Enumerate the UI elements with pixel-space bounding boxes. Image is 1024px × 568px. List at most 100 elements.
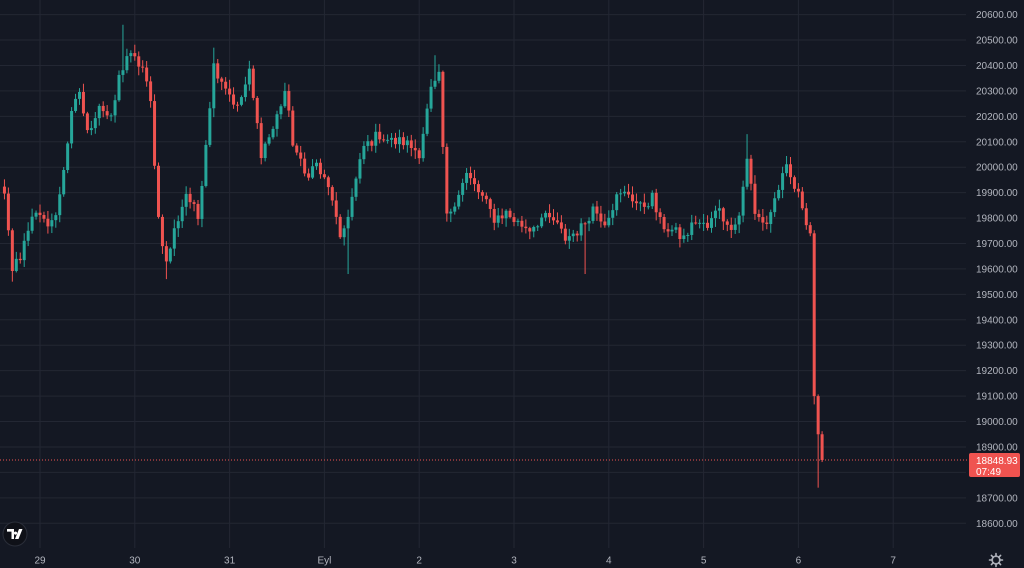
candle[interactable] <box>204 140 208 188</box>
candle[interactable] <box>101 101 105 118</box>
candle[interactable] <box>496 207 500 228</box>
candle[interactable] <box>299 145 303 167</box>
candle[interactable] <box>346 209 350 275</box>
candle[interactable] <box>89 120 93 136</box>
candle[interactable] <box>370 139 374 152</box>
candle[interactable] <box>208 101 212 148</box>
candle[interactable] <box>804 202 808 230</box>
candle[interactable] <box>769 209 773 233</box>
candle[interactable] <box>441 70 445 154</box>
candle[interactable] <box>785 155 789 177</box>
candle[interactable] <box>287 84 291 118</box>
candle[interactable] <box>694 215 698 225</box>
candle[interactable] <box>508 208 512 219</box>
candle[interactable] <box>267 134 271 146</box>
candle[interactable] <box>62 167 66 197</box>
candle[interactable] <box>74 93 78 113</box>
candle[interactable] <box>457 190 461 210</box>
candle[interactable] <box>157 162 160 219</box>
candle[interactable] <box>326 175 330 196</box>
candle[interactable] <box>145 61 149 87</box>
candle[interactable] <box>117 70 121 102</box>
candle[interactable] <box>792 175 796 193</box>
candle[interactable] <box>623 185 627 197</box>
candle[interactable] <box>6 187 10 236</box>
candle[interactable] <box>10 228 14 282</box>
candle[interactable] <box>311 159 315 180</box>
candle[interactable] <box>81 83 85 117</box>
candle[interactable] <box>54 212 58 228</box>
candle[interactable] <box>686 232 690 242</box>
candle[interactable] <box>164 241 168 280</box>
candle[interactable] <box>591 203 595 224</box>
candle[interactable] <box>354 176 358 201</box>
candle[interactable] <box>737 212 741 234</box>
candle[interactable] <box>532 225 536 238</box>
candle[interactable] <box>85 111 89 134</box>
candle[interactable] <box>706 215 710 231</box>
candles[interactable] <box>2 24 824 488</box>
candle[interactable] <box>14 251 18 273</box>
candle[interactable] <box>303 152 307 177</box>
candle[interactable] <box>236 101 239 112</box>
candle[interactable] <box>172 219 176 256</box>
candle[interactable] <box>283 82 287 108</box>
candle[interactable] <box>536 224 540 232</box>
candle[interactable] <box>38 204 42 223</box>
candle[interactable] <box>492 203 496 231</box>
candle[interactable] <box>291 106 295 147</box>
candle[interactable] <box>721 206 725 231</box>
candle[interactable] <box>318 158 322 179</box>
candle[interactable] <box>93 111 97 134</box>
candle[interactable] <box>22 233 26 267</box>
candle[interactable] <box>781 166 785 199</box>
candle[interactable] <box>2 179 6 200</box>
candle[interactable] <box>30 208 34 234</box>
candle[interactable] <box>437 64 441 84</box>
candle[interactable] <box>322 169 326 180</box>
candle[interactable] <box>488 197 492 218</box>
candle[interactable] <box>812 230 816 405</box>
candle[interactable] <box>757 209 761 222</box>
candle[interactable] <box>70 107 74 149</box>
candle[interactable] <box>504 209 508 227</box>
candle[interactable] <box>638 201 642 212</box>
candle[interactable] <box>445 143 449 222</box>
candle[interactable] <box>409 134 413 157</box>
candle[interactable] <box>366 135 370 152</box>
candle[interactable] <box>642 193 646 214</box>
candle[interactable] <box>413 139 417 159</box>
candle[interactable] <box>362 141 366 165</box>
candle[interactable] <box>480 190 484 202</box>
candle[interactable] <box>607 210 611 228</box>
candle[interactable] <box>540 213 544 229</box>
candle[interactable] <box>160 214 164 254</box>
candle[interactable] <box>725 219 729 232</box>
candle[interactable] <box>741 180 745 223</box>
candle[interactable] <box>295 143 299 156</box>
candle[interactable] <box>259 117 263 165</box>
candle[interactable] <box>133 44 137 61</box>
candle[interactable] <box>473 169 476 192</box>
tradingview-logo[interactable] <box>2 521 28 547</box>
candle[interactable] <box>394 132 397 149</box>
candle[interactable] <box>512 212 516 227</box>
candle[interactable] <box>243 76 247 102</box>
candle[interactable] <box>603 213 607 228</box>
candle[interactable] <box>753 175 757 220</box>
candle[interactable] <box>583 221 587 275</box>
candle[interactable] <box>579 218 583 241</box>
candle[interactable] <box>279 104 283 120</box>
candle[interactable] <box>121 24 125 83</box>
candle[interactable] <box>330 185 334 206</box>
candle[interactable] <box>429 79 433 112</box>
candle[interactable] <box>520 215 524 233</box>
candle[interactable] <box>552 209 555 225</box>
candle[interactable] <box>350 188 354 221</box>
candle[interactable] <box>200 180 204 228</box>
candle[interactable] <box>544 210 548 222</box>
candle[interactable] <box>247 60 251 91</box>
candle[interactable] <box>567 228 571 249</box>
candle[interactable] <box>34 210 38 220</box>
candle[interactable] <box>500 208 504 225</box>
